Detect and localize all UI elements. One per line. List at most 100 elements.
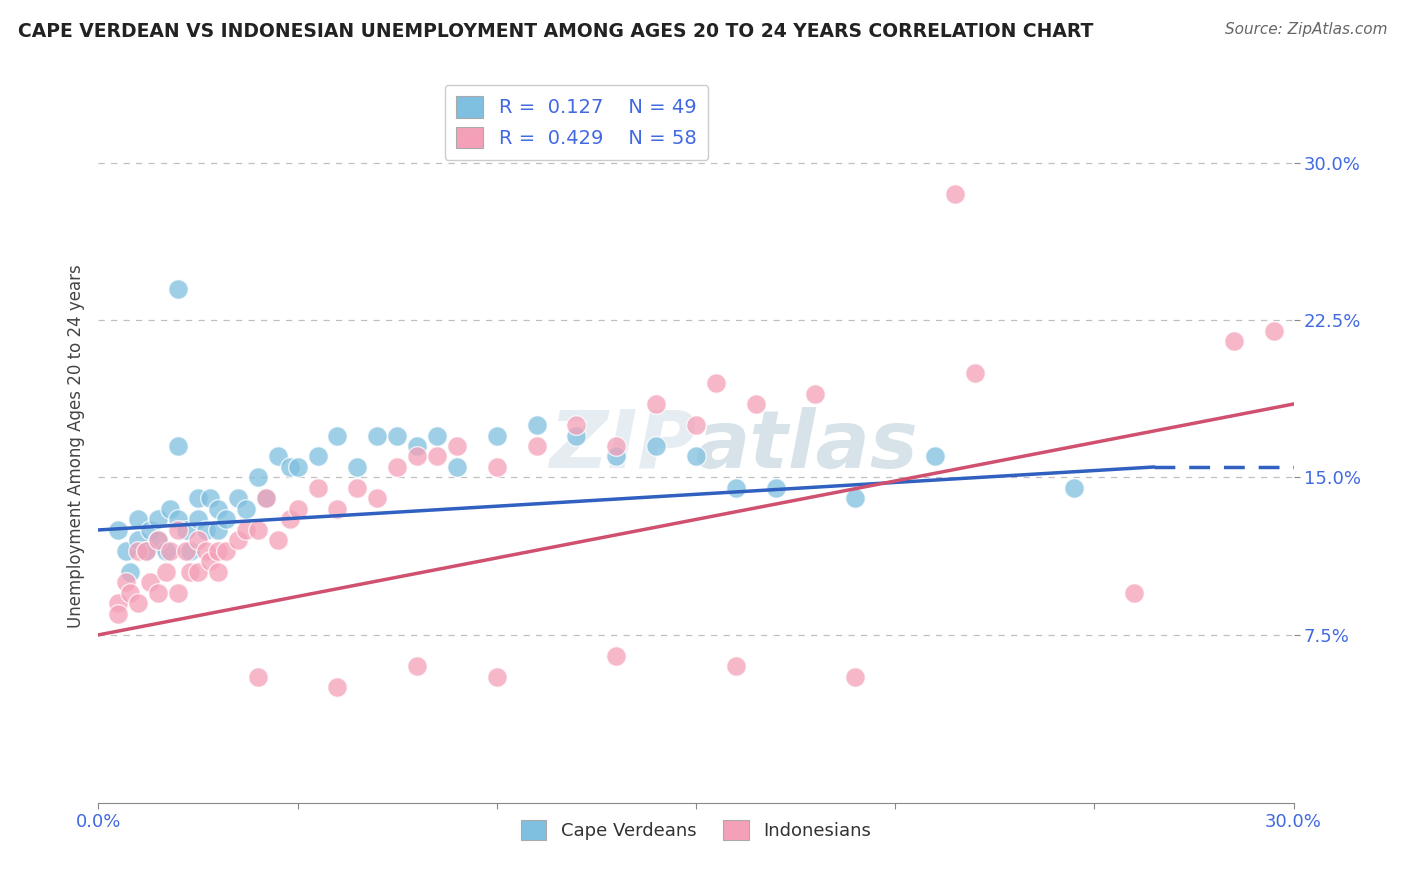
Point bbox=[1063, 481, 1085, 495]
Point bbox=[963, 366, 986, 380]
Point bbox=[115, 544, 138, 558]
Point bbox=[246, 670, 269, 684]
Point bbox=[745, 397, 768, 411]
Point bbox=[155, 544, 177, 558]
Point bbox=[207, 523, 229, 537]
Point bbox=[254, 491, 277, 506]
Point bbox=[287, 502, 309, 516]
Point bbox=[167, 523, 190, 537]
Y-axis label: Unemployment Among Ages 20 to 24 years: Unemployment Among Ages 20 to 24 years bbox=[66, 264, 84, 628]
Point bbox=[526, 417, 548, 432]
Point bbox=[187, 491, 209, 506]
Point bbox=[446, 460, 468, 475]
Point bbox=[148, 586, 170, 600]
Point bbox=[127, 596, 149, 610]
Point bbox=[346, 481, 368, 495]
Point bbox=[107, 607, 129, 621]
Point bbox=[235, 523, 257, 537]
Point bbox=[254, 491, 277, 506]
Point bbox=[565, 428, 588, 442]
Point bbox=[385, 428, 409, 442]
Point bbox=[167, 512, 190, 526]
Point bbox=[187, 533, 209, 548]
Point bbox=[605, 648, 627, 663]
Point bbox=[207, 544, 229, 558]
Point bbox=[139, 523, 162, 537]
Point bbox=[366, 491, 388, 506]
Point bbox=[135, 544, 157, 558]
Point bbox=[179, 565, 201, 579]
Point bbox=[426, 450, 449, 464]
Point bbox=[645, 439, 668, 453]
Point bbox=[326, 502, 349, 516]
Point bbox=[226, 533, 249, 548]
Point bbox=[174, 544, 197, 558]
Point bbox=[645, 397, 668, 411]
Point bbox=[1123, 586, 1146, 600]
Point bbox=[724, 481, 747, 495]
Point bbox=[195, 523, 218, 537]
Text: ZIP: ZIP bbox=[548, 407, 696, 485]
Point bbox=[174, 523, 197, 537]
Point bbox=[127, 533, 149, 548]
Point bbox=[135, 544, 157, 558]
Point bbox=[326, 681, 349, 695]
Point bbox=[605, 439, 627, 453]
Point bbox=[195, 544, 218, 558]
Point bbox=[526, 439, 548, 453]
Point bbox=[127, 544, 149, 558]
Point bbox=[1263, 324, 1285, 338]
Point bbox=[127, 512, 149, 526]
Point bbox=[207, 565, 229, 579]
Point bbox=[685, 450, 707, 464]
Point bbox=[148, 512, 170, 526]
Point bbox=[406, 659, 429, 673]
Point bbox=[198, 491, 221, 506]
Point bbox=[267, 533, 290, 548]
Point bbox=[215, 512, 238, 526]
Point bbox=[159, 544, 181, 558]
Point bbox=[446, 439, 468, 453]
Point bbox=[924, 450, 946, 464]
Point bbox=[406, 450, 429, 464]
Legend: Cape Verdeans, Indonesians: Cape Verdeans, Indonesians bbox=[513, 813, 879, 847]
Point bbox=[198, 554, 221, 568]
Point bbox=[485, 428, 508, 442]
Point bbox=[307, 450, 329, 464]
Point bbox=[159, 502, 181, 516]
Point bbox=[307, 481, 329, 495]
Point bbox=[148, 533, 170, 548]
Point bbox=[565, 417, 588, 432]
Text: atlas: atlas bbox=[696, 407, 918, 485]
Point bbox=[485, 460, 508, 475]
Point bbox=[187, 565, 209, 579]
Point bbox=[765, 481, 787, 495]
Point bbox=[226, 491, 249, 506]
Point bbox=[485, 670, 508, 684]
Point bbox=[943, 187, 966, 202]
Point bbox=[844, 670, 866, 684]
Point bbox=[107, 523, 129, 537]
Point bbox=[844, 491, 866, 506]
Point bbox=[179, 544, 201, 558]
Point bbox=[246, 470, 269, 484]
Point bbox=[385, 460, 409, 475]
Point bbox=[246, 523, 269, 537]
Point bbox=[267, 450, 290, 464]
Text: CAPE VERDEAN VS INDONESIAN UNEMPLOYMENT AMONG AGES 20 TO 24 YEARS CORRELATION CH: CAPE VERDEAN VS INDONESIAN UNEMPLOYMENT … bbox=[18, 22, 1094, 41]
Point bbox=[605, 450, 627, 464]
Point bbox=[278, 460, 301, 475]
Point bbox=[120, 565, 142, 579]
Text: Source: ZipAtlas.com: Source: ZipAtlas.com bbox=[1225, 22, 1388, 37]
Point bbox=[1223, 334, 1246, 348]
Point bbox=[139, 575, 162, 590]
Point bbox=[120, 586, 142, 600]
Point bbox=[235, 502, 257, 516]
Point bbox=[426, 428, 449, 442]
Point bbox=[215, 544, 238, 558]
Point bbox=[685, 417, 707, 432]
Point bbox=[366, 428, 388, 442]
Point bbox=[278, 512, 301, 526]
Point bbox=[326, 428, 349, 442]
Point bbox=[155, 565, 177, 579]
